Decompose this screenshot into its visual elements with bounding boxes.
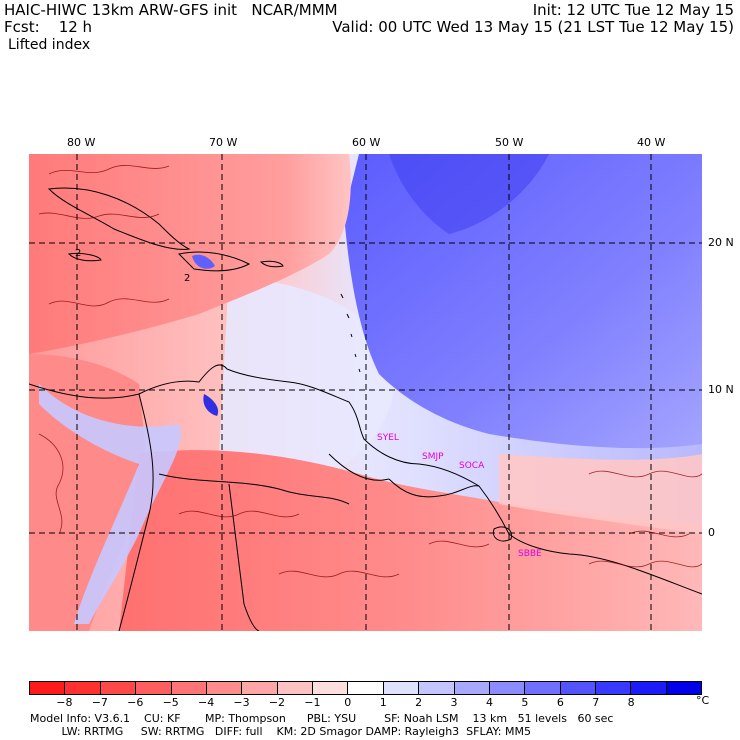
colorbar-tick-label: 4 xyxy=(485,696,493,709)
colorbar-swatch xyxy=(312,682,348,694)
colorbar-swatch xyxy=(241,682,277,694)
colorbar-swatch xyxy=(382,682,419,694)
station-syel: SYEL xyxy=(377,433,399,443)
valid-time: Valid: 00 UTC Wed 13 May 15 (21 LST Tue … xyxy=(332,18,734,36)
colorbar-tick-label: 8 xyxy=(627,696,635,709)
field-unstable-south xyxy=(119,450,702,631)
field-andes-stable xyxy=(39,384,181,624)
lon-label-80w: 80 W xyxy=(67,136,96,149)
lon-label-70w: 70 W xyxy=(209,136,238,149)
colorbar-tick-label: 6 xyxy=(556,696,564,709)
lat-lon-grid xyxy=(29,154,702,631)
contour-label: 2 xyxy=(75,248,81,259)
model-title: HAIC-HIWC 13km ARW-GFS init NCAR/MMM xyxy=(4,1,338,19)
colorbar-swatch xyxy=(665,682,702,694)
field-name: Lifted index xyxy=(8,37,91,53)
field-stable-ocean xyxy=(344,154,702,449)
station-soca: SOCA xyxy=(459,461,485,471)
colorbar-tick-label: −5 xyxy=(162,696,179,709)
colorbar-swatch xyxy=(135,682,171,694)
colorbar-swatch xyxy=(170,682,206,694)
forecast-hour: Fcst: 12 h xyxy=(4,18,93,36)
colorbar-labels: −8 −7 −6 −5 −4 −3 −2 −1 0 1 2 3 4 5 6 7 8 xyxy=(29,697,702,710)
colorbar-tick-label: 3 xyxy=(450,696,458,709)
field-hispaniola-blob xyxy=(192,254,215,269)
contour-label: 2 xyxy=(184,273,190,284)
map-canvas: 2 2 xyxy=(28,154,703,632)
field-unstable-north xyxy=(29,154,351,354)
colorbar-swatch xyxy=(99,682,136,694)
lat-label-20n: 20 N xyxy=(708,236,734,249)
lon-label-40w: 40 W xyxy=(637,136,666,149)
colorbar-swatch xyxy=(418,682,454,694)
model-info-line2: LW: RRTMG SW: RRTMG DIFF: full KM: 2D Sm… xyxy=(30,725,531,738)
lon-label-60w: 60 W xyxy=(352,136,381,149)
colorbar-swatch xyxy=(64,682,100,694)
colorbar-tick-label: 5 xyxy=(521,696,529,709)
field-unstable-west xyxy=(29,354,149,631)
field-neutral-zone xyxy=(219,274,395,474)
colorbar-tick-label: 1 xyxy=(379,696,387,709)
field-maracaibo-blob xyxy=(203,394,219,416)
colorbar-tick-label: −4 xyxy=(197,696,215,709)
station-smjp: SMJP xyxy=(422,452,444,462)
colorbar-swatch xyxy=(205,682,242,694)
colorbar-swatch xyxy=(488,682,525,694)
colorbar-swatch xyxy=(276,682,312,694)
colorbar xyxy=(29,681,702,695)
model-info-line1: Model Info: V3.6.1 CU: KF MP: Thompson P… xyxy=(30,712,614,725)
colorbar-unit: °C xyxy=(696,694,710,707)
lifted-index-map: 2 2 SYEL SMJP SOCA SBBE xyxy=(28,154,703,632)
station-sbbe: SBBE xyxy=(518,549,542,559)
colorbar-tick-label: −2 xyxy=(268,696,286,709)
lat-label-10n: 10 N xyxy=(708,383,734,396)
colorbar-swatch xyxy=(595,682,631,694)
colorbar-swatch xyxy=(524,682,560,694)
lifted-index-contours xyxy=(38,165,703,578)
colorbar-swatch xyxy=(453,682,489,694)
colorbar-swatch xyxy=(347,682,383,694)
lon-label-50w: 50 W xyxy=(495,136,524,149)
colorbar-tick-label: 2 xyxy=(415,696,423,709)
lat-label-0: 0 xyxy=(708,526,715,539)
colorbar-tick-label: −3 xyxy=(233,696,250,709)
colorbar-swatch xyxy=(30,682,65,694)
colorbar-tick-label: 7 xyxy=(592,696,600,709)
colorbar-swatch xyxy=(559,682,595,694)
colorbar-tick-label: −6 xyxy=(127,696,144,709)
colorbar-tick-label: −1 xyxy=(304,696,321,709)
coastlines xyxy=(28,187,703,632)
colorbar-swatch xyxy=(630,682,666,694)
colorbar-tick-label: −8 xyxy=(56,696,73,709)
init-time: Init: 12 UTC Tue 12 May 15 xyxy=(532,1,734,19)
colorbar-tick-label: 0 xyxy=(344,696,352,709)
colorbar-tick-label: −7 xyxy=(91,696,108,709)
